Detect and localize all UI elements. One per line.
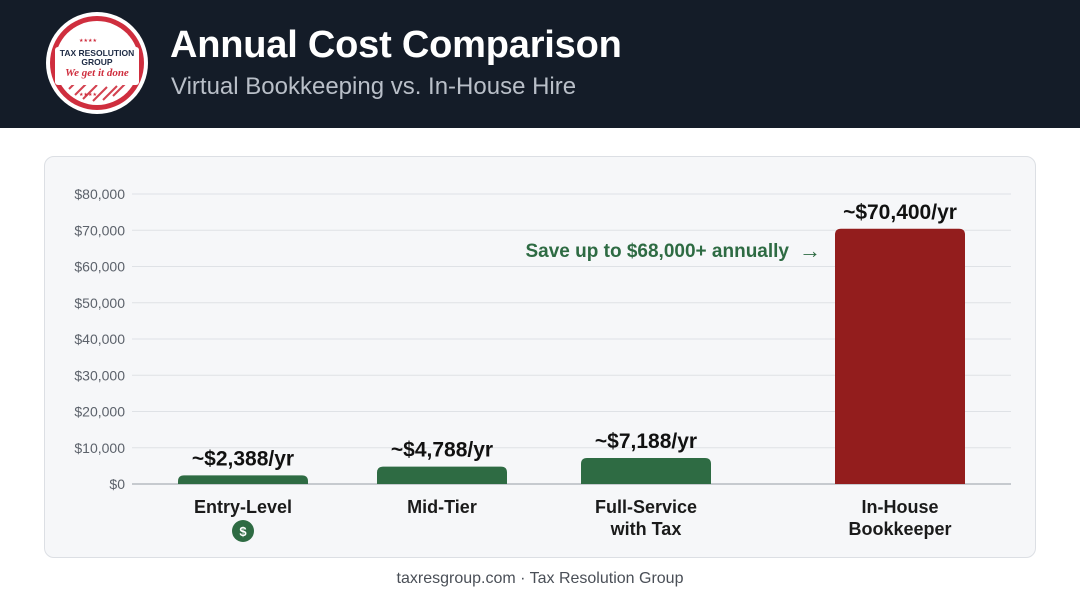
page-title: Annual Cost Comparison bbox=[170, 24, 622, 66]
logo-line2: GROUP bbox=[81, 57, 113, 67]
x-tick-label: Full-Service bbox=[595, 497, 697, 517]
x-tick-label: with Tax bbox=[610, 519, 682, 539]
x-tick-label: In-House bbox=[861, 497, 938, 517]
y-tick-label: $20,000 bbox=[74, 404, 125, 420]
right-arrow-icon: → bbox=[799, 238, 821, 263]
chart-card: $0 $10,000 $20,000 $30,000 $40,000 $50,000 $60… bbox=[44, 156, 1036, 558]
y-tick-label: $40,000 bbox=[74, 331, 125, 347]
bar bbox=[178, 475, 308, 484]
savings-annotation: Save up to $68,000+ annually bbox=[526, 241, 790, 262]
x-tick-label: Bookkeeper bbox=[848, 519, 951, 539]
tax-resolution-group-logo: TAX RESOLUTION GROUP We get it done ★★★★… bbox=[46, 12, 148, 114]
bar bbox=[377, 466, 507, 484]
data-label: ~$2,388/yr bbox=[192, 447, 294, 470]
y-tick-label: $60,000 bbox=[74, 259, 125, 275]
bar-chart: $0 $10,000 $20,000 $30,000 $40,000 $50,000 $60… bbox=[74, 186, 1011, 542]
y-tick-label: $30,000 bbox=[74, 367, 125, 383]
page-subtitle: Virtual Bookkeeping vs. In-House Hire bbox=[171, 73, 577, 100]
dollar-badge-text: $ bbox=[239, 524, 247, 539]
svg-text:★★★★: ★★★★ bbox=[79, 92, 97, 98]
footer-text: taxresgroup.com · Tax Resolution Group bbox=[396, 570, 684, 587]
bar bbox=[835, 228, 965, 484]
y-tick-label: $0 bbox=[109, 476, 125, 492]
y-tick-label: $70,000 bbox=[74, 222, 125, 238]
svg-text:★★★★: ★★★★ bbox=[79, 38, 97, 44]
y-tick-label: $10,000 bbox=[74, 440, 125, 456]
data-label: ~$7,188/yr bbox=[595, 430, 697, 453]
bar bbox=[581, 457, 711, 484]
x-tick-label: Mid-Tier bbox=[407, 497, 477, 517]
data-label: ~$70,400/yr bbox=[843, 201, 957, 224]
logo-line1: TAX RESOLUTION bbox=[60, 48, 134, 58]
y-tick-label: $80,000 bbox=[74, 186, 125, 202]
x-tick-label: Entry-Level bbox=[194, 497, 292, 517]
header-banner: TAX RESOLUTION GROUP We get it done ★★★★… bbox=[0, 0, 1080, 128]
logo-tagline: We get it done bbox=[65, 67, 129, 79]
data-label: ~$4,788/yr bbox=[391, 439, 493, 462]
y-tick-label: $50,000 bbox=[74, 295, 125, 311]
dollar-badge-icon bbox=[232, 520, 254, 542]
